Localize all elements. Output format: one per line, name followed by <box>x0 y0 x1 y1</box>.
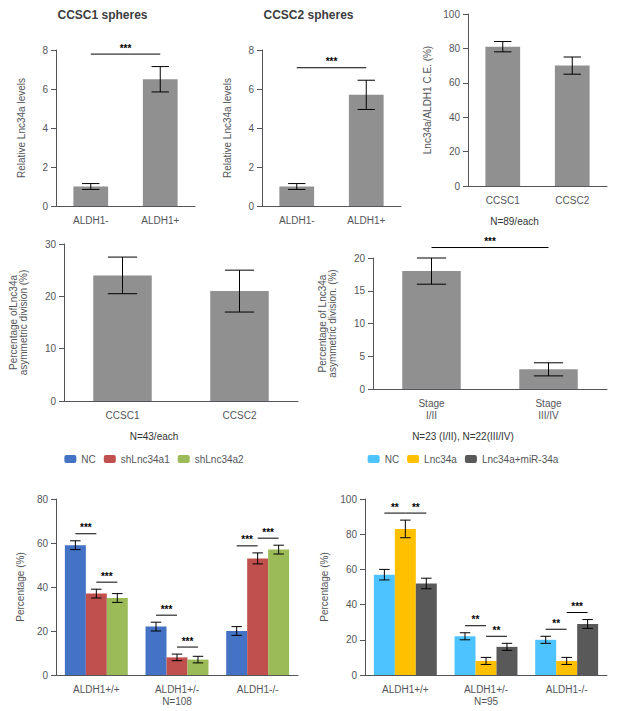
svg-text:6: 6 <box>42 84 48 95</box>
svg-text:Lnc34a/ALDH1 C.E. (%): Lnc34a/ALDH1 C.E. (%) <box>422 46 433 154</box>
svg-text:CCSC2: CCSC2 <box>555 195 589 206</box>
svg-text:***: *** <box>182 636 194 647</box>
svg-text:0: 0 <box>50 396 56 407</box>
svg-text:shLnc34a1: shLnc34a1 <box>121 454 170 465</box>
svg-text:***: *** <box>101 571 113 582</box>
svg-text:Stage: Stage <box>418 398 445 409</box>
svg-text:80: 80 <box>37 494 49 505</box>
svg-text:***: *** <box>262 527 274 538</box>
svg-text:ALDH1+: ALDH1+ <box>347 215 385 226</box>
svg-text:N=23 (I/II), N=22(III/IV): N=23 (I/II), N=22(III/IV) <box>412 431 514 442</box>
svg-text:***: *** <box>326 56 338 67</box>
svg-text:20: 20 <box>346 634 358 645</box>
svg-text:2: 2 <box>248 162 254 173</box>
svg-text:10: 10 <box>45 343 57 354</box>
svg-text:***: *** <box>571 601 583 612</box>
svg-text:Percentage of Lnc34a: Percentage of Lnc34a <box>316 274 328 373</box>
svg-text:NC: NC <box>81 454 95 465</box>
svg-text:4: 4 <box>248 123 254 134</box>
svg-text:Relative Lnc34a levels: Relative Lnc34a levels <box>16 78 27 178</box>
svg-text:N=43/each: N=43/each <box>130 431 179 442</box>
svg-text:100: 100 <box>340 494 357 505</box>
svg-text:**: ** <box>493 625 501 636</box>
svg-text:ALDH1+/-: ALDH1+/- <box>155 684 199 695</box>
svg-text:4: 4 <box>42 123 48 134</box>
svg-text:Percentage ofLnc34a: Percentage ofLnc34a <box>7 275 19 370</box>
svg-text:**: ** <box>391 502 399 513</box>
svg-text:40: 40 <box>449 112 461 123</box>
svg-text:***: *** <box>241 534 253 545</box>
svg-text:ALDH1-: ALDH1- <box>73 215 109 226</box>
svg-text:40: 40 <box>37 582 49 593</box>
svg-text:60: 60 <box>346 564 358 575</box>
svg-text:Relative Lnc34a levels: Relative Lnc34a levels <box>222 78 233 178</box>
svg-text:ALDH1-: ALDH1- <box>279 215 315 226</box>
svg-text:**: ** <box>472 614 480 625</box>
svg-text:I/II: I/II <box>426 410 437 421</box>
svg-text:ALDH1+: ALDH1+ <box>141 215 179 226</box>
svg-text:CCSC2 spheres: CCSC2 spheres <box>263 8 353 22</box>
svg-text:0: 0 <box>42 670 48 681</box>
svg-text:0: 0 <box>454 181 460 192</box>
svg-text:Lnc34a: Lnc34a <box>424 454 457 465</box>
svg-text:CCSC1: CCSC1 <box>106 410 140 421</box>
svg-text:0: 0 <box>42 201 48 212</box>
svg-text:80: 80 <box>346 529 358 540</box>
svg-text:shLnc34a2: shLnc34a2 <box>195 454 244 465</box>
svg-text:ALDH1+/-: ALDH1+/- <box>464 684 508 695</box>
svg-text:***: *** <box>80 522 92 533</box>
svg-text:8: 8 <box>42 45 48 56</box>
svg-text:asymmetric division. (%): asymmetric division. (%) <box>327 269 338 377</box>
svg-text:15: 15 <box>354 285 366 296</box>
svg-text:CCSC1: CCSC1 <box>486 195 520 206</box>
svg-text:CCSC2: CCSC2 <box>223 410 257 421</box>
svg-text:20: 20 <box>354 253 366 264</box>
svg-text:Percentage (%): Percentage (%) <box>319 552 330 621</box>
svg-text:0: 0 <box>351 670 357 681</box>
svg-text:ALDH1-/-: ALDH1-/- <box>237 684 279 695</box>
svg-text:20: 20 <box>449 146 461 157</box>
svg-text:Lnc34a+miR-34a: Lnc34a+miR-34a <box>482 454 559 465</box>
svg-text:ALDH1+/+: ALDH1+/+ <box>73 684 120 695</box>
svg-text:20: 20 <box>45 291 57 302</box>
svg-text:100: 100 <box>443 9 460 20</box>
svg-text:40: 40 <box>346 599 358 610</box>
svg-text:6: 6 <box>248 84 254 95</box>
svg-text:CCSC1 spheres: CCSC1 spheres <box>57 8 147 22</box>
svg-text:30: 30 <box>45 239 57 250</box>
svg-text:NC: NC <box>385 454 399 465</box>
svg-text:20: 20 <box>37 626 49 637</box>
svg-text:N=89/each: N=89/each <box>490 216 539 227</box>
svg-text:asymmetric division (%): asymmetric division (%) <box>18 270 29 376</box>
svg-text:60: 60 <box>449 77 461 88</box>
svg-text:0: 0 <box>248 201 254 212</box>
svg-text:0: 0 <box>359 384 365 395</box>
svg-text:80: 80 <box>449 43 461 54</box>
svg-text:2: 2 <box>42 162 48 173</box>
svg-text:III/IV: III/IV <box>538 410 559 421</box>
svg-text:ALDH1+/+: ALDH1+/+ <box>382 684 429 695</box>
svg-text:ALDH1-/-: ALDH1-/- <box>546 684 588 695</box>
svg-text:N=95: N=95 <box>474 696 499 707</box>
svg-text:**: ** <box>412 502 420 513</box>
svg-text:Percentage (%): Percentage (%) <box>15 552 26 621</box>
svg-text:***: *** <box>484 236 496 247</box>
svg-text:Stage: Stage <box>535 398 562 409</box>
svg-text:5: 5 <box>359 351 365 362</box>
svg-text:***: *** <box>120 43 132 54</box>
svg-text:N=108: N=108 <box>162 696 192 707</box>
svg-text:**: ** <box>552 618 560 629</box>
svg-text:8: 8 <box>248 45 254 56</box>
svg-text:60: 60 <box>37 538 49 549</box>
svg-text:***: *** <box>161 604 173 615</box>
svg-text:10: 10 <box>354 318 366 329</box>
